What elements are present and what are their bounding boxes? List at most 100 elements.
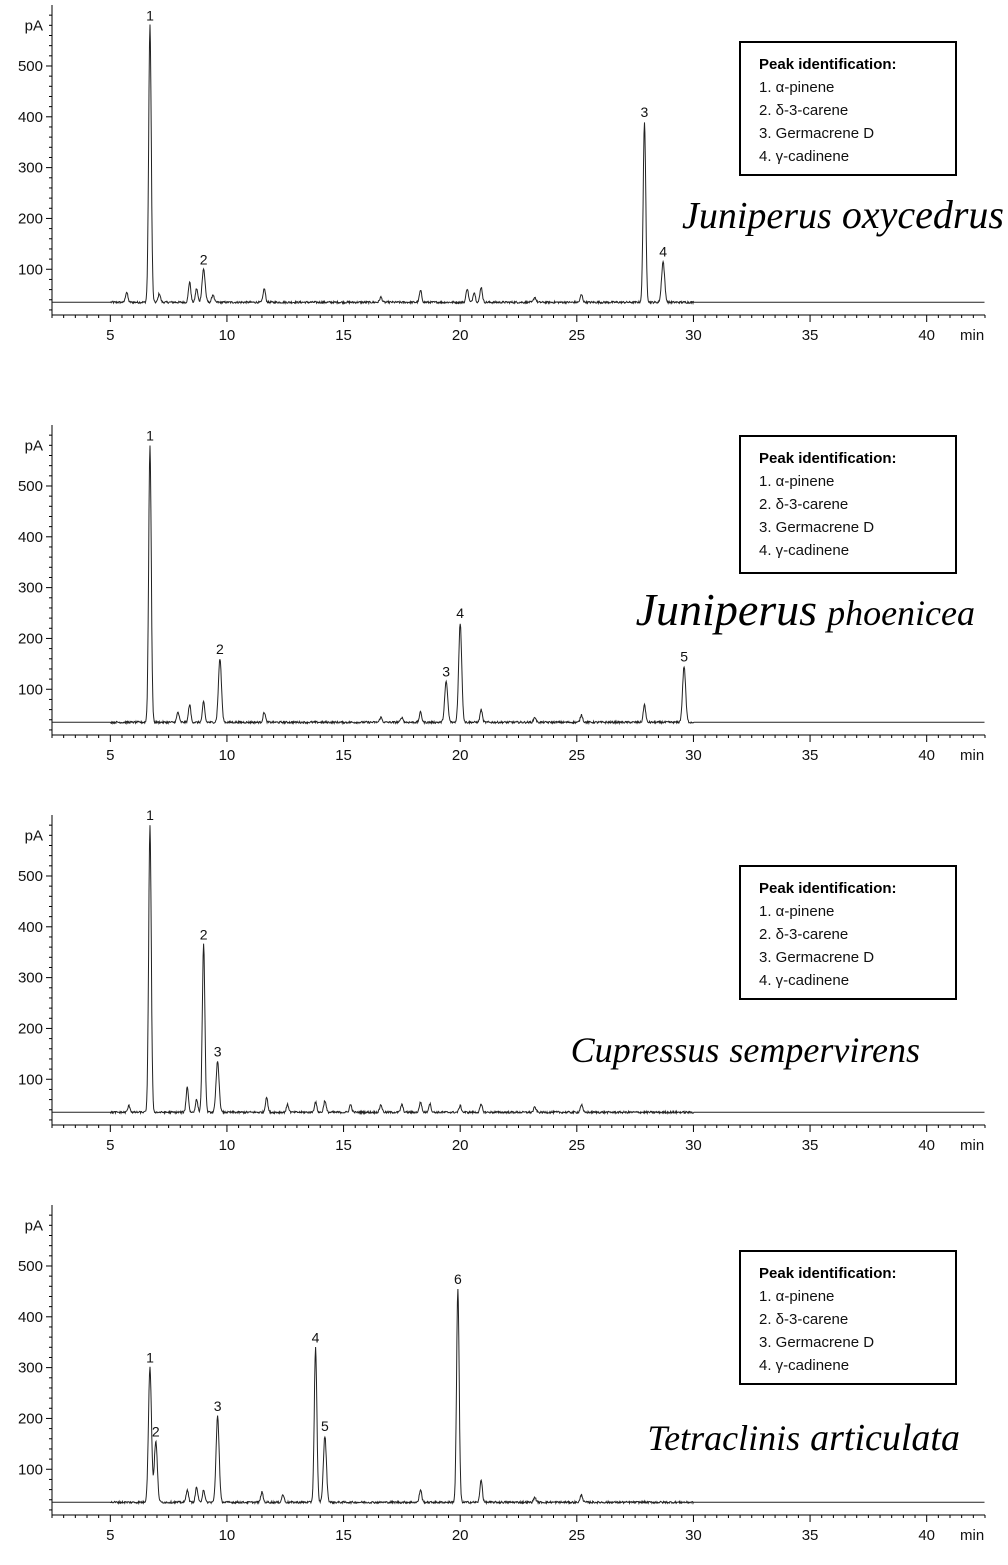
legend-item: 4. γ-cadinene bbox=[759, 148, 849, 165]
x-axis-unit: min bbox=[960, 747, 984, 764]
y-tick-label: 500 bbox=[18, 478, 43, 495]
y-tick-label: 300 bbox=[18, 1360, 43, 1377]
legend-title: Peak identification: bbox=[759, 56, 897, 73]
x-tick-label: 35 bbox=[802, 1137, 819, 1154]
x-tick-label: 20 bbox=[452, 327, 469, 344]
x-tick-label: 25 bbox=[568, 1527, 585, 1544]
peak-label-4: 4 bbox=[456, 605, 464, 621]
peak-identification-legend: Peak identification: 1. α-pinene 2. δ-3-ca… bbox=[739, 435, 957, 574]
species-genus: Cupressus bbox=[571, 1030, 720, 1070]
peak-label-5: 5 bbox=[321, 1418, 329, 1434]
y-tick-label: 400 bbox=[18, 529, 43, 546]
x-tick-label: 15 bbox=[335, 1527, 352, 1544]
x-tick-label: 10 bbox=[219, 1527, 236, 1544]
peak-label-4: 4 bbox=[659, 244, 667, 260]
x-tick-label: 35 bbox=[802, 1527, 819, 1544]
species-epithet: phoenicea bbox=[824, 593, 975, 633]
peak-label-3: 3 bbox=[442, 664, 450, 680]
x-tick-label: 35 bbox=[802, 747, 819, 764]
legend-item: 3. Germacrene D bbox=[759, 519, 874, 536]
peak-identification-legend: Peak identification: 1. α-pinene 2. δ-3-ca… bbox=[739, 865, 957, 1000]
x-tick-label: 20 bbox=[452, 747, 469, 764]
peak-label-4: 4 bbox=[312, 1329, 320, 1345]
peak-label-2: 2 bbox=[200, 927, 208, 943]
chromatogram-trace bbox=[52, 1288, 985, 1506]
x-tick-label: 10 bbox=[219, 747, 236, 764]
legend-item: 2. δ-3-carene bbox=[759, 496, 848, 513]
y-tick-label: 500 bbox=[18, 1258, 43, 1275]
legend-title: Peak identification: bbox=[759, 450, 897, 467]
legend-item: 4. γ-cadinene bbox=[759, 1357, 849, 1374]
y-tick-label: 300 bbox=[18, 970, 43, 987]
x-tick-label: 40 bbox=[918, 747, 935, 764]
x-tick-label: 5 bbox=[106, 327, 114, 344]
x-tick-label: 25 bbox=[568, 747, 585, 764]
species-genus: Juniperus bbox=[636, 584, 817, 635]
x-tick-label: 15 bbox=[335, 747, 352, 764]
species-label: Tetraclinis articulata bbox=[647, 1417, 960, 1459]
x-tick-label: 25 bbox=[568, 1137, 585, 1154]
y-tick-label: 400 bbox=[18, 1309, 43, 1326]
legend-item: 2. δ-3-carene bbox=[759, 926, 848, 943]
y-tick-label: 100 bbox=[18, 681, 43, 698]
chromatogram-panel-2: 5 10 15 20 25 30 35 40 min 100 200 300 400 500 pA 1 2 3 4 5… bbox=[18, 425, 986, 764]
chromatogram-trace bbox=[52, 825, 985, 1116]
legend-item: 2. δ-3-carene bbox=[759, 102, 848, 119]
x-tick-label: 40 bbox=[918, 327, 935, 344]
y-tick-label: 300 bbox=[18, 580, 43, 597]
y-tick-label: 100 bbox=[18, 1461, 43, 1478]
x-tick-label: 35 bbox=[802, 327, 819, 344]
species-epithet: sempervirens bbox=[729, 1030, 920, 1070]
y-axis-unit: pA bbox=[25, 437, 43, 454]
peak-label-1: 1 bbox=[146, 807, 154, 823]
legend-item: 1. α-pinene bbox=[759, 473, 834, 490]
y-tick-label: 200 bbox=[18, 630, 43, 647]
x-tick-label: 5 bbox=[106, 747, 114, 764]
legend-box bbox=[739, 41, 957, 176]
x-axis-unit: min bbox=[960, 327, 984, 344]
species-label: Juniperus phoenicea bbox=[636, 584, 975, 635]
legend-item: 4. γ-cadinene bbox=[759, 972, 849, 989]
x-tick-label: 30 bbox=[685, 327, 702, 344]
peak-label-1: 1 bbox=[146, 7, 154, 23]
x-tick-label: 5 bbox=[106, 1527, 114, 1544]
y-tick-label: 200 bbox=[18, 1020, 43, 1037]
y-tick-label: 400 bbox=[18, 109, 43, 126]
x-tick-label: 20 bbox=[452, 1527, 469, 1544]
legend-title: Peak identification: bbox=[759, 1265, 897, 1282]
x-tick-label: 15 bbox=[335, 327, 352, 344]
species-label: Cupressus sempervirens bbox=[571, 1030, 920, 1070]
y-tick-label: 200 bbox=[18, 210, 43, 227]
chromatogram-panel-4: 5 10 15 20 25 30 35 40 min 100 200 300 400 500 pA 1 2 3 4 5… bbox=[18, 1205, 986, 1544]
x-axis-unit: min bbox=[960, 1527, 984, 1544]
x-tick-label: 5 bbox=[106, 1137, 114, 1154]
legend-box bbox=[739, 865, 957, 1000]
x-tick-label: 30 bbox=[685, 1527, 702, 1544]
x-tick-label: 15 bbox=[335, 1137, 352, 1154]
x-tick-label: 10 bbox=[219, 327, 236, 344]
y-tick-label: 100 bbox=[18, 261, 43, 278]
species-epithet: oxycedrus bbox=[842, 192, 1004, 237]
peak-label-2: 2 bbox=[216, 641, 224, 657]
chromatogram-panel-3: 5 10 15 20 25 30 35 40 min 100 200 300 400 500 pA 1 2 3 Pe… bbox=[18, 807, 986, 1154]
peak-label-1: 1 bbox=[146, 1350, 154, 1366]
legend-item: 2. δ-3-carene bbox=[759, 1311, 848, 1328]
y-tick-label: 400 bbox=[18, 919, 43, 936]
y-tick-label: 500 bbox=[18, 868, 43, 885]
species-genus: Tetraclinis bbox=[647, 1418, 800, 1458]
x-tick-label: 40 bbox=[918, 1137, 935, 1154]
x-tick-label: 20 bbox=[452, 1137, 469, 1154]
x-tick-label: 40 bbox=[918, 1527, 935, 1544]
peak-label-1: 1 bbox=[146, 427, 154, 443]
legend-item: 3. Germacrene D bbox=[759, 125, 874, 142]
legend-title: Peak identification: bbox=[759, 880, 897, 897]
peak-label-3: 3 bbox=[214, 1398, 222, 1414]
species-label: Juniperus oxycedrus bbox=[682, 192, 1004, 237]
peak-label-2: 2 bbox=[200, 251, 208, 267]
chromatogram-trace bbox=[52, 24, 985, 306]
chromatogram-trace bbox=[52, 445, 985, 726]
legend-box bbox=[739, 1250, 957, 1385]
legend-item: 3. Germacrene D bbox=[759, 1334, 874, 1351]
